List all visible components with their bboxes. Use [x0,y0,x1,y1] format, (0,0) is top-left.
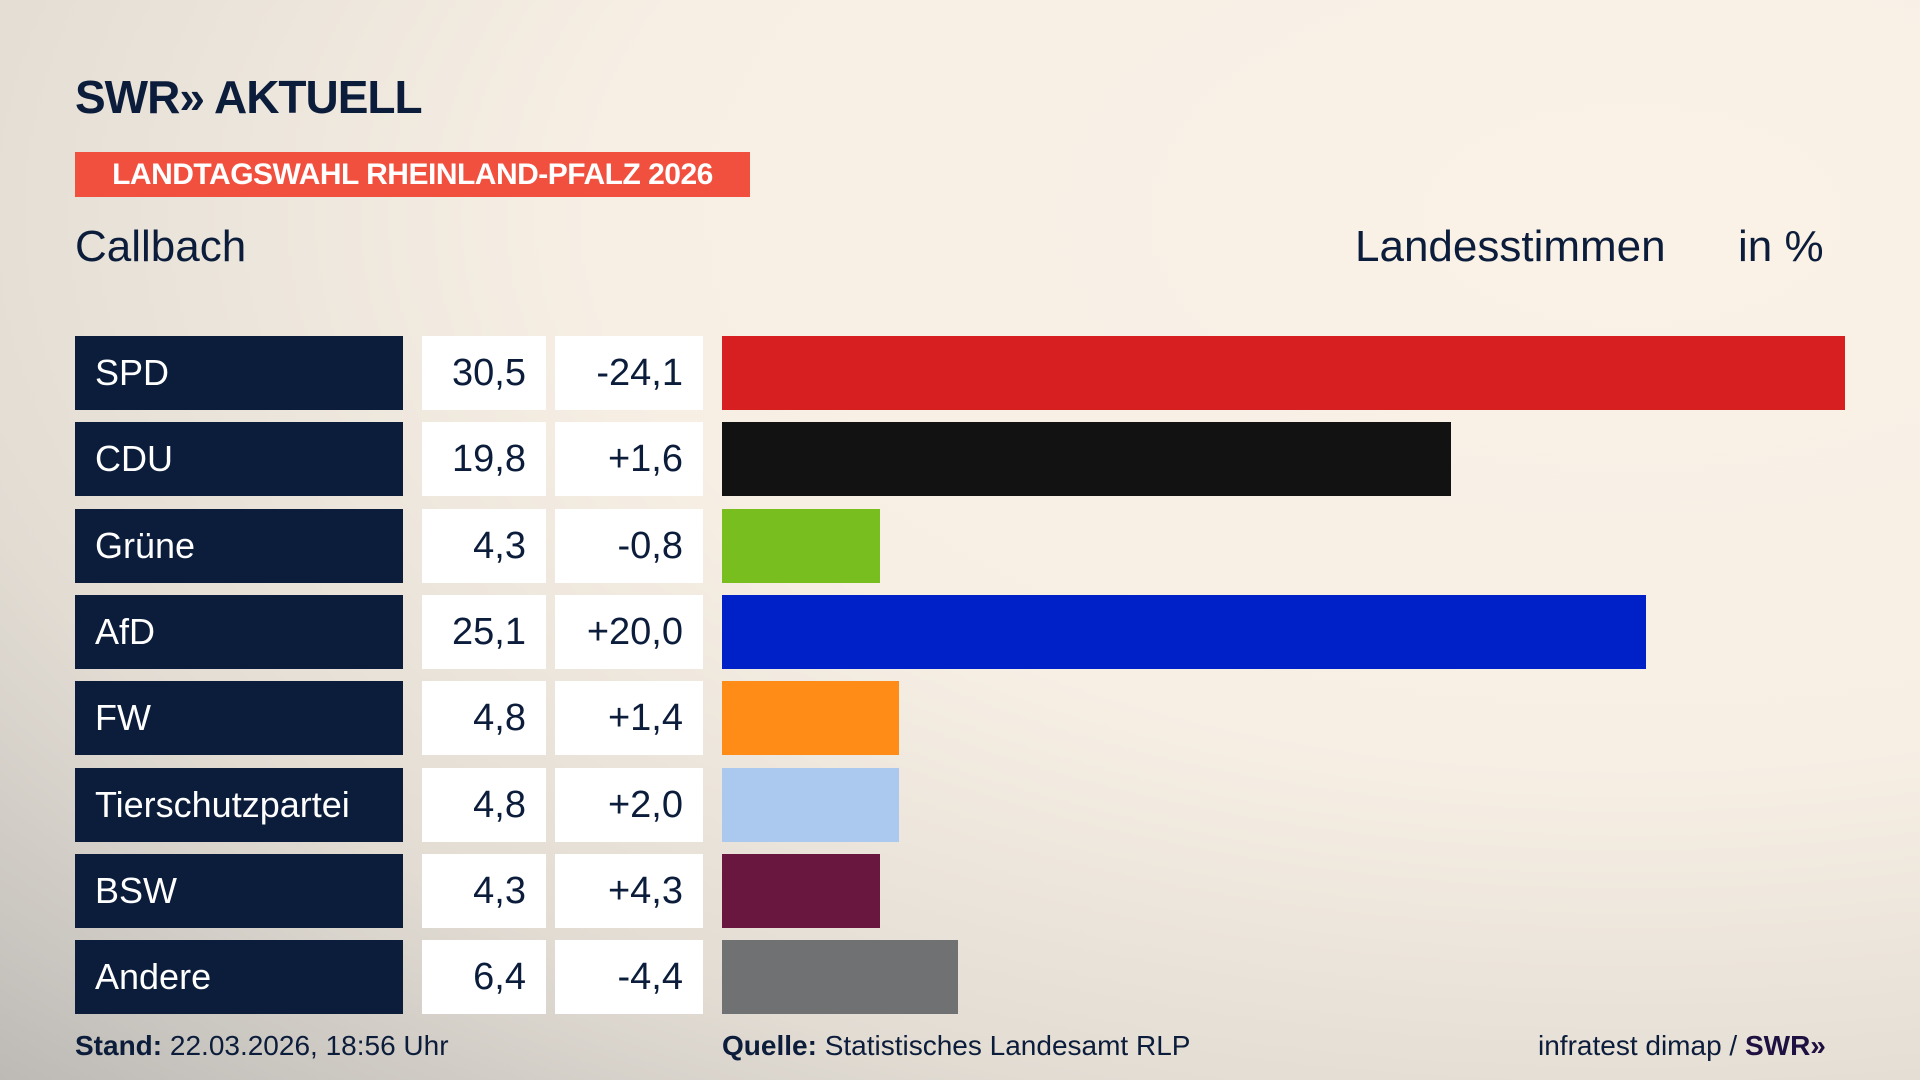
party-name: CDU [75,422,403,497]
stand-label: Stand: [75,1030,163,1061]
party-diff: -24,1 [555,336,703,410]
party-name: SPD [75,336,403,410]
party-value: 4,3 [422,853,546,928]
party-bar [722,940,958,1015]
party-value: 30,5 [422,336,546,410]
party-value: 4,8 [422,767,546,842]
party-name: Grüne [75,508,403,583]
party-row: Grüne 4,3 -0,8 [75,508,1875,583]
party-value: 4,8 [422,681,546,756]
party-value: 25,1 [422,594,546,669]
source-label: Quelle: [722,1030,817,1061]
party-name: BSW [75,853,403,928]
party-bar [722,767,899,842]
stand-value: 22.03.2026, 18:56 Uhr [169,1030,449,1061]
party-diff: +1,4 [555,681,703,756]
party-value: 4,3 [422,508,546,583]
unit-label: in % [1738,222,1824,271]
party-row: SPD 30,5 -24,1 [75,336,1875,410]
party-row: Tierschutzpartei 4,8 +2,0 [75,767,1875,842]
stand-footer: Stand: 22.03.2026, 18:56 Uhr [75,1030,449,1062]
party-bar [722,594,1647,669]
party-bar [722,681,899,756]
source-footer: Quelle: Statistisches Landesamt RLP [722,1030,1190,1062]
party-row: BSW 4,3 +4,3 [75,853,1875,928]
party-diff: +4,3 [555,853,703,928]
party-diff: -0,8 [555,508,703,583]
party-bar [722,422,1452,497]
swr-aktuell-logo: SWR» AKTUELL [75,71,423,123]
source-value: Statistisches Landesamt RLP [824,1030,1191,1061]
swr-logo: SWR» [1744,1030,1826,1061]
credit-footer: infratest dimap / SWR» [1538,1030,1826,1062]
party-value: 6,4 [422,940,546,1015]
credit-text: infratest dimap / [1538,1030,1745,1061]
party-diff: +2,0 [555,767,703,842]
party-row: CDU 19,8 +1,6 [75,422,1875,497]
party-row: AfD 25,1 +20,0 [75,594,1875,669]
party-row: FW 4,8 +1,4 [75,681,1875,756]
party-diff: +1,6 [555,422,703,497]
party-name: Tierschutzpartei [75,767,403,842]
party-name: Andere [75,940,403,1015]
party-value: 19,8 [422,422,546,497]
party-bar [722,853,881,928]
party-diff: -4,4 [555,940,703,1015]
measure-label: Landesstimmen [1355,222,1666,271]
party-bar [722,508,881,583]
election-banner: LANDTAGSWAHL RHEINLAND-PFALZ 2026 [75,152,750,197]
party-bar [722,336,1845,410]
party-row: Andere 6,4 -4,4 [75,940,1875,1015]
party-name: AfD [75,594,403,669]
party-name: FW [75,681,403,756]
place-title: Callbach [75,222,247,271]
party-diff: +20,0 [555,594,703,669]
